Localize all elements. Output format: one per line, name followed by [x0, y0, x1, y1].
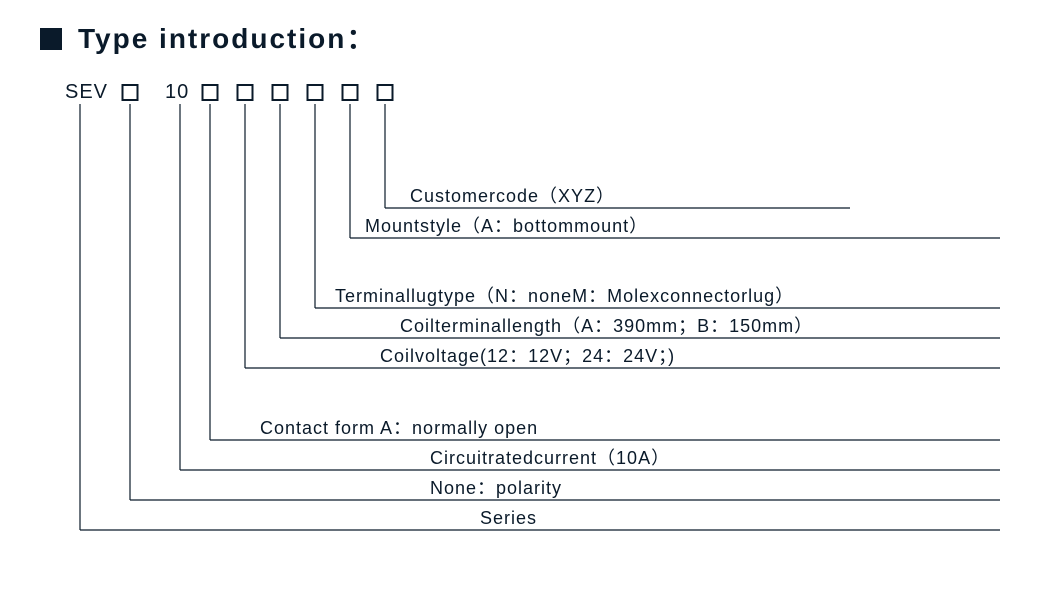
code-segment: 10 [165, 81, 189, 103]
code-description: Terminallugtype（N：noneM：Molexconnectorlu… [335, 286, 794, 306]
section-title: Type introduction： [78, 23, 376, 54]
code-placeholder-box [273, 85, 288, 100]
code-description: Coilvoltage(12：12V；24：24V；) [380, 346, 675, 366]
code-description: Customercode（XYZ） [410, 186, 615, 206]
title-marker-icon [40, 28, 62, 50]
code-description: Series [480, 508, 537, 528]
code-description: Coilterminallength（A：390mm；B：150mm） [400, 316, 813, 336]
code-description: Circuitratedcurrent（10A） [430, 448, 670, 468]
code-segment: SEV [65, 81, 108, 103]
code-description: Contact form A：normally open [260, 418, 538, 438]
code-description: Mountstyle（A：bottommount） [365, 216, 648, 236]
code-description: None：polarity [430, 478, 562, 498]
code-placeholder-box [123, 85, 138, 100]
code-placeholder-box [238, 85, 253, 100]
code-placeholder-box [343, 85, 358, 100]
code-placeholder-box [308, 85, 323, 100]
code-placeholder-box [378, 85, 393, 100]
code-placeholder-box [203, 85, 218, 100]
type-introduction-diagram: Type introduction： SEV 10 Customercode（XYZ）… [0, 0, 1060, 602]
